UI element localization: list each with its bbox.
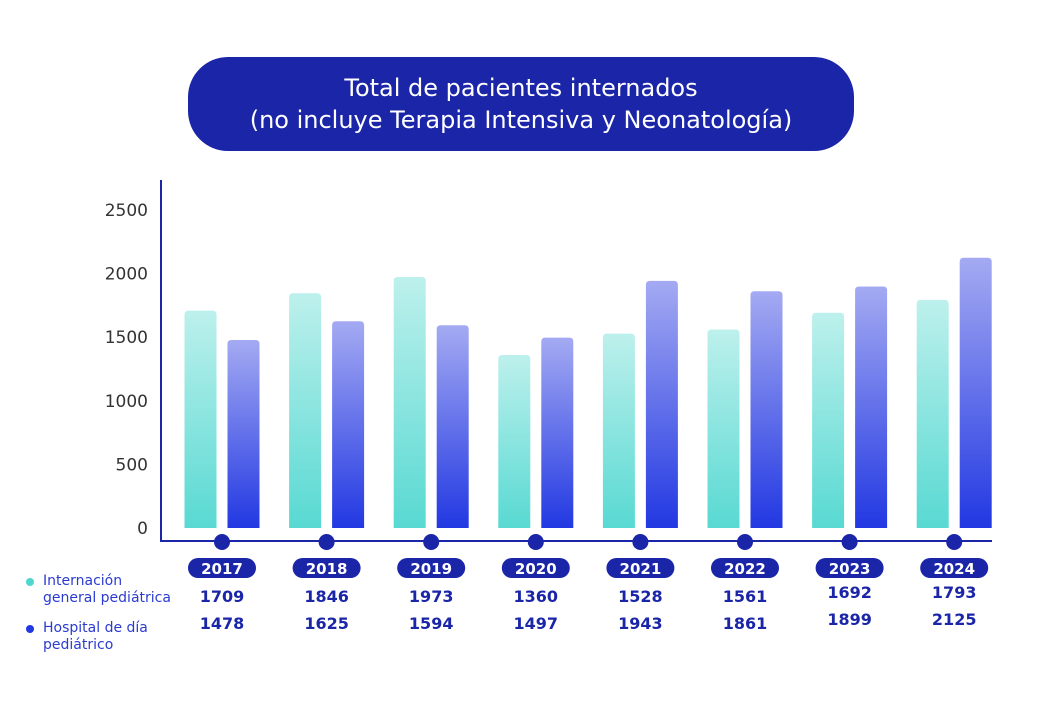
year-pill-bg: [606, 558, 675, 578]
bar-internacion-2019: [393, 277, 426, 528]
data-label-internacion: 1360: [514, 587, 559, 606]
year-pill-2024: 2024: [920, 558, 989, 578]
bar-internacion-2018: [289, 293, 322, 528]
y-tick-label: 2500: [105, 201, 148, 221]
data-label-internacion: 1793: [932, 583, 977, 602]
data-label-hospital-dia: 1943: [618, 614, 663, 633]
bar-hospital-dia-2018: [332, 321, 365, 528]
chart-title-line-2: (no incluye Terapia Intensiva y Neonatol…: [249, 106, 793, 134]
bar-internacion-2024: [916, 299, 949, 528]
legend-dot-icon: [26, 578, 34, 586]
x-tick-label: 2021: [620, 560, 662, 578]
x-axis-marker-dot: [841, 534, 858, 550]
year-pill-2023: 2023: [815, 558, 884, 578]
bar-hospital-dia-2020: [541, 337, 574, 528]
x-axis-marker-dot: [214, 534, 230, 550]
data-label-internacion: 1709: [200, 587, 245, 606]
year-pill-bg: [501, 558, 570, 578]
year-pill-bg: [397, 558, 466, 578]
data-label-hospital-dia: 1861: [723, 614, 768, 633]
legend-label-line-1: Internación: [43, 573, 123, 589]
legend-item-hospital-dia: Hospital de día pediátrico: [26, 620, 148, 654]
year-pill-bg: [920, 558, 989, 578]
legend-label-line-2: pediátrico: [43, 637, 114, 653]
x-axis-marker-dot: [737, 534, 753, 550]
bar-hospital-dia-2019: [436, 325, 469, 528]
x-axis-categories: 2017 1709 1478 2018 1846 1625 2019 1973 1594 2020…: [188, 534, 989, 633]
y-tick-label: 2000: [105, 265, 148, 285]
year-pill-2017: 2017: [188, 558, 256, 578]
x-tick-label: 2018: [306, 560, 348, 578]
bar-hospital-dia-2023: [855, 286, 888, 528]
year-pill-bg: [188, 558, 256, 578]
x-tick-label: 2022: [724, 560, 766, 578]
x-tick-label: 2020: [515, 560, 557, 578]
bar-hospital-dia-2017: [227, 339, 260, 528]
data-label-internacion: 1692: [827, 583, 872, 602]
data-label-hospital-dia: 2125: [932, 610, 977, 629]
data-label-internacion: 1846: [304, 587, 349, 606]
x-axis-marker-dot: [423, 534, 440, 550]
y-tick-label: 1000: [105, 392, 148, 412]
data-label-hospital-dia: 1899: [827, 610, 872, 629]
y-axis-ticks: 0 500 1000 1500 2000 2500: [105, 201, 148, 539]
y-tick-label: 1500: [105, 328, 148, 348]
x-axis-marker-dot: [632, 534, 649, 550]
year-pill-bg: [292, 558, 361, 578]
year-pill-bg: [711, 558, 779, 578]
data-label-hospital-dia: 1478: [200, 614, 245, 633]
data-label-hospital-dia: 1594: [409, 614, 454, 633]
y-tick-label: 0: [137, 519, 148, 539]
legend-item-internacion: Internación general pediátrica: [26, 573, 171, 607]
year-pill-2019: 2019: [397, 558, 466, 578]
data-label-hospital-dia: 1497: [514, 614, 559, 633]
bar-internacion-2022: [707, 329, 740, 528]
bar-internacion-2020: [498, 355, 531, 528]
year-pill-2022: 2022: [711, 558, 779, 578]
x-tick-label: 2017: [201, 560, 243, 578]
bar-internacion-2023: [812, 312, 845, 528]
legend-label-line-1: Hospital de día: [43, 620, 148, 636]
bar-hospital-dia-2022: [750, 291, 783, 528]
y-tick-label: 500: [116, 455, 148, 475]
x-axis-marker-dot: [527, 534, 544, 550]
data-label-internacion: 1528: [618, 587, 663, 606]
bar-hospital-dia-2021: [645, 280, 678, 528]
x-axis-marker-dot: [318, 534, 335, 550]
year-pill-2020: 2020: [501, 558, 570, 578]
chart-title: Total de pacientes internados (no incluy…: [188, 57, 854, 151]
bar-hospital-dia-2024: [959, 257, 992, 528]
legend-dot-icon: [26, 625, 34, 633]
bar-internacion-2017: [184, 310, 217, 528]
data-label-hospital-dia: 1625: [304, 614, 349, 633]
data-label-internacion: 1561: [723, 587, 768, 606]
year-pill-2021: 2021: [606, 558, 675, 578]
legend-label-line-2: general pediátrica: [43, 590, 171, 606]
x-tick-label: 2023: [829, 560, 871, 578]
x-tick-label: 2019: [410, 560, 452, 578]
bar-internacion-2021: [602, 333, 635, 528]
year-pill-bg: [815, 558, 884, 578]
x-tick-label: 2024: [933, 560, 975, 578]
bars: [184, 257, 992, 528]
chart-title-line-1: Total de pacientes internados: [344, 74, 698, 102]
year-pill-2018: 2018: [292, 558, 361, 578]
data-label-internacion: 1973: [409, 587, 454, 606]
x-axis-marker-dot: [946, 534, 963, 550]
